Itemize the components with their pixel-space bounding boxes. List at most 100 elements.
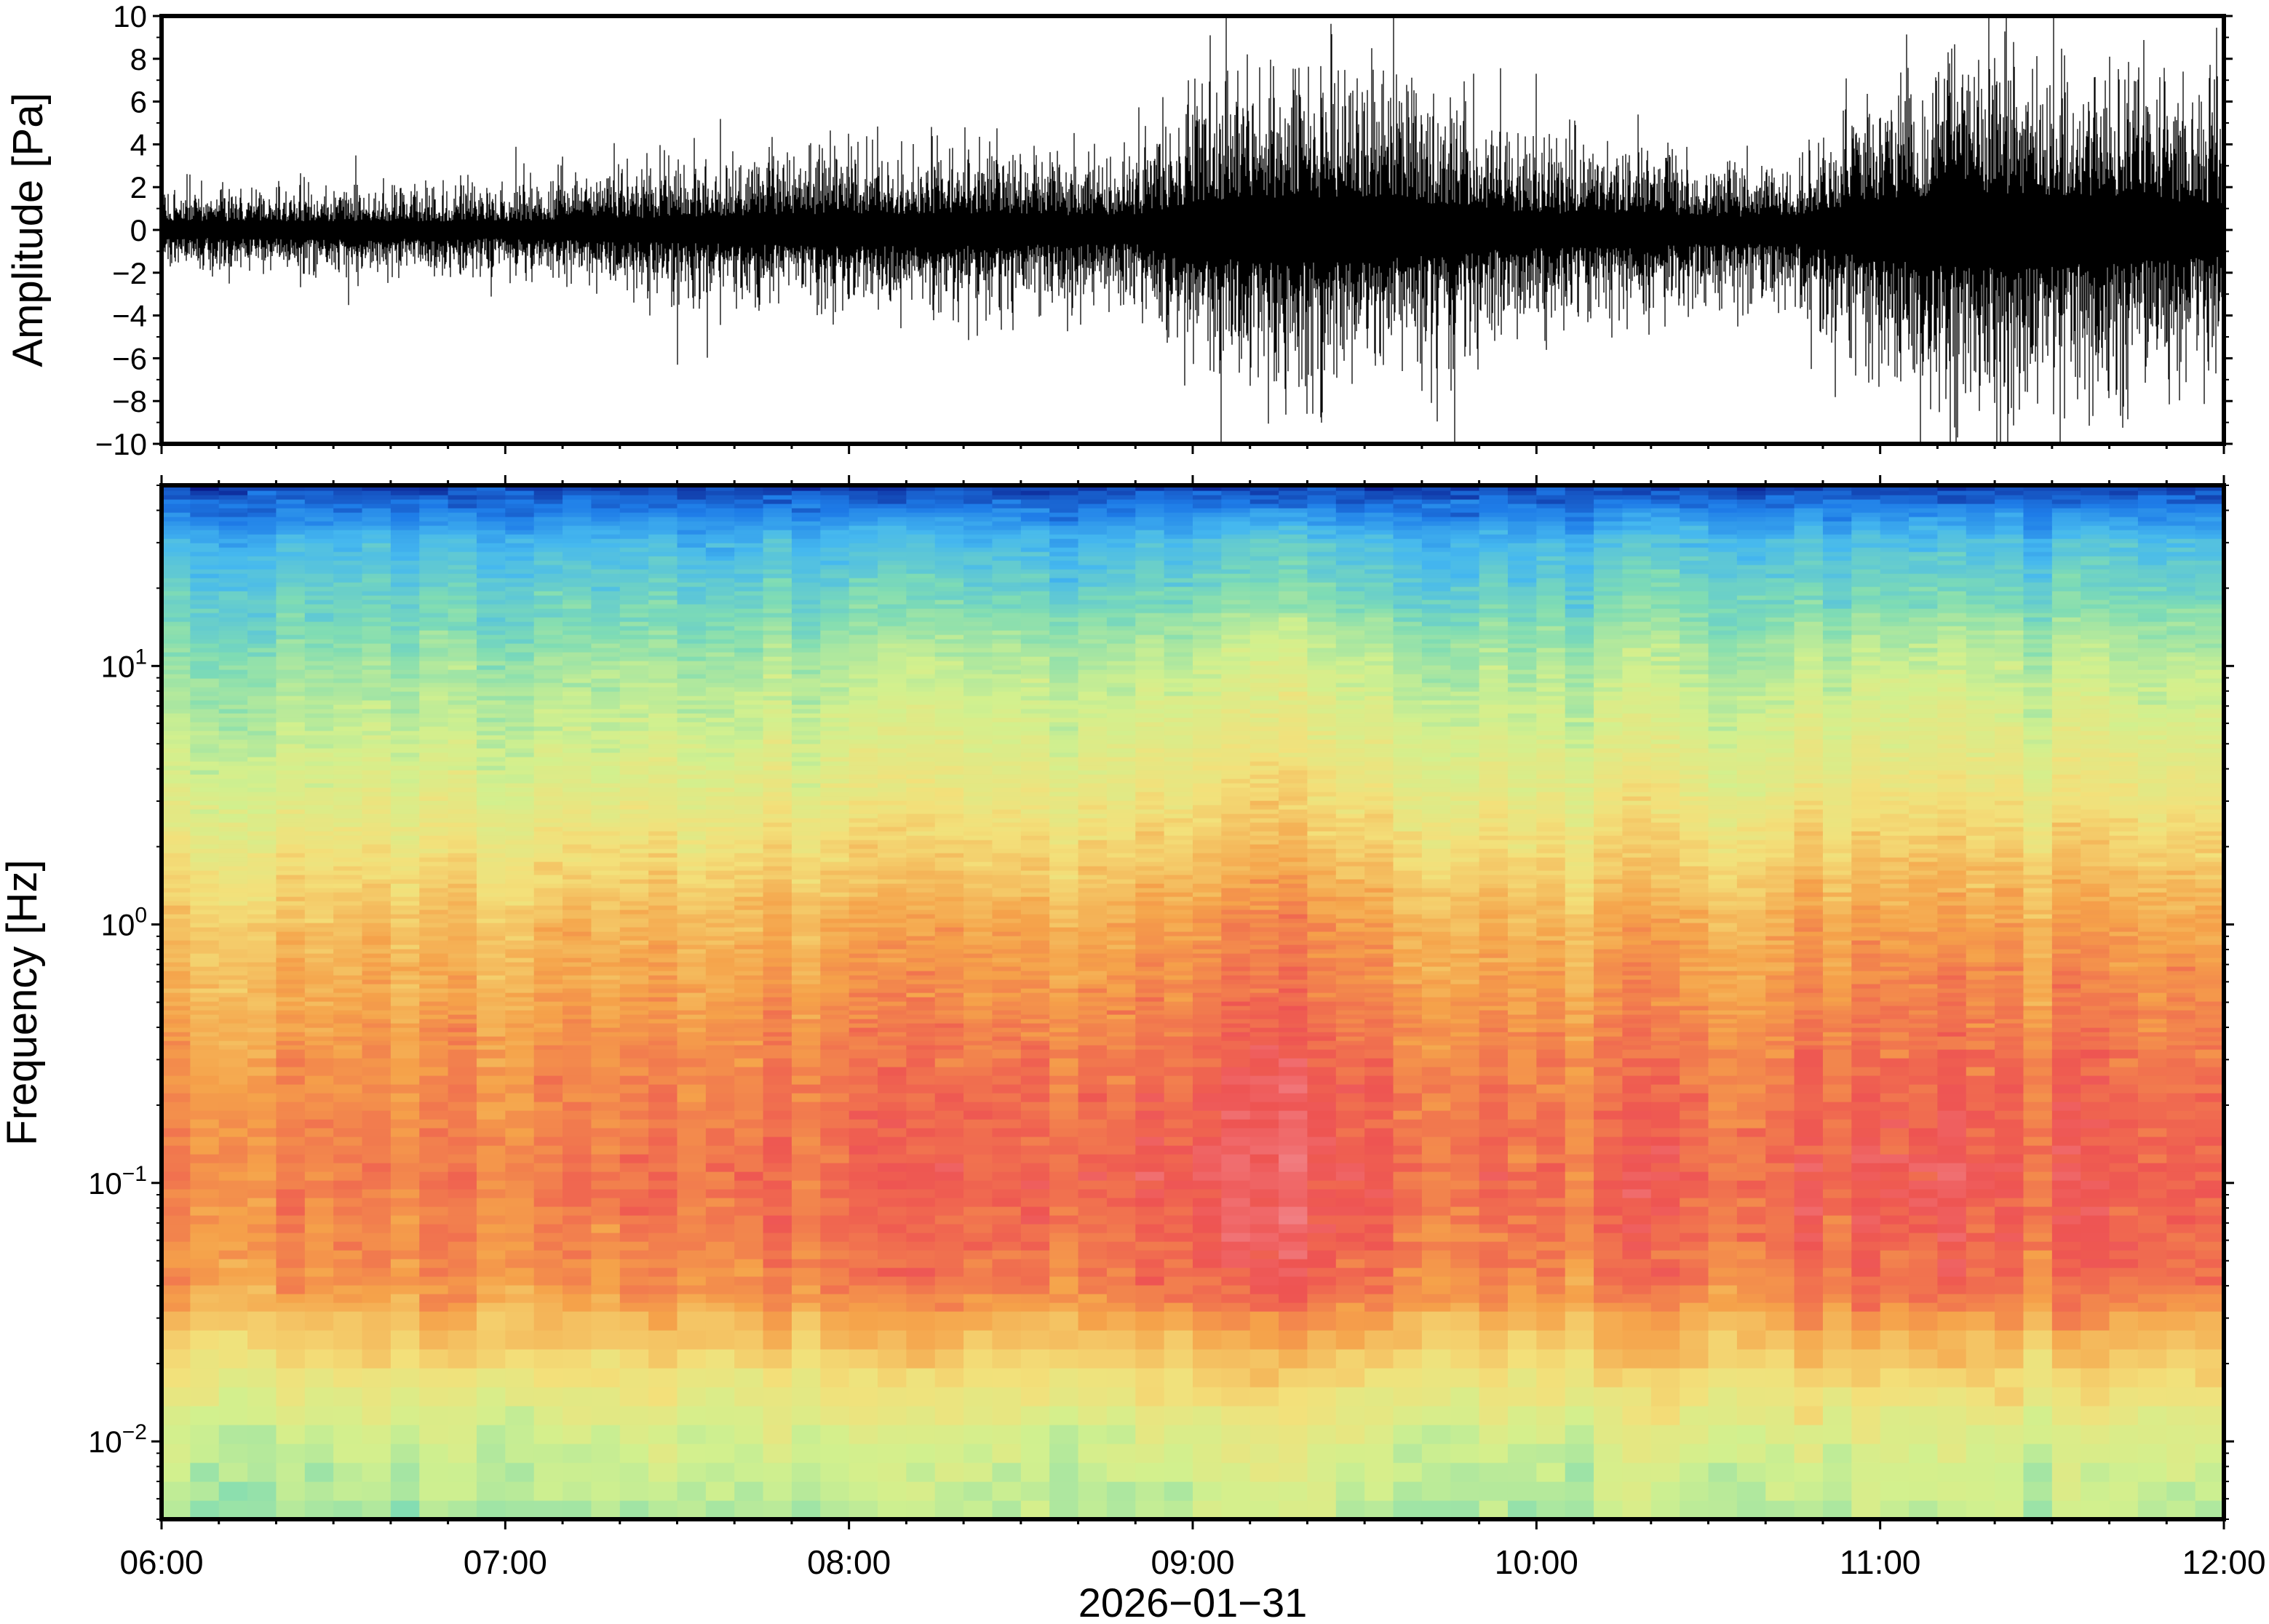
spectrogram-cell [190,578,220,583]
spectrogram-cell [448,569,477,574]
spectrogram-cell [218,988,248,993]
spectrogram-cell [162,1032,191,1037]
spectrogram-cell [849,1067,878,1076]
spectrogram-cell [390,1040,420,1046]
spectrogram-cell [906,1145,936,1155]
spectrogram-cell [763,927,792,932]
spectrogram-cell [791,543,821,548]
spectrogram-cell [304,547,334,552]
spectrogram-cell [734,1128,764,1137]
spectrogram-cell [705,530,735,535]
spectrogram-cell [619,914,649,919]
spectrogram-cell [648,1215,678,1225]
spectrogram-cell [563,604,592,609]
spectrogram-cell [849,486,878,491]
spectrogram-cell [791,1294,821,1303]
spectrogram-cell [591,665,621,670]
spectrogram-cell [448,521,477,526]
spectrogram-cell [190,844,220,849]
spectrogram-cell [218,927,248,932]
spectrogram-cell [591,499,621,504]
spectrogram-cell [677,1206,707,1216]
spectrogram-cell [563,1241,592,1251]
spectrogram-cell [934,739,964,744]
spectrogram-cell [247,958,277,963]
spectrogram-cell [791,958,821,963]
spectrogram-cell [304,1049,334,1059]
spectrogram-cell [878,809,907,814]
spectrogram-cell [390,556,420,561]
spectrogram-cell [218,936,248,941]
spectrogram-cell [820,634,850,640]
spectrogram-cell [190,787,220,792]
spectrogram-cell [648,905,678,910]
spectrogram-cell [648,1019,678,1024]
spectrogram-cell [619,674,649,679]
spectrogram-cell [505,1163,535,1172]
spectrogram-cell [705,831,735,836]
spectrogram-cell [190,857,220,862]
spectrogram-cell [878,770,907,775]
spectrogram-cell [419,1198,449,1207]
spectrogram-cell [533,678,563,683]
spectrogram-cell [419,700,449,705]
spectrogram-cell [934,779,964,784]
spectrogram-cell [162,1500,191,1520]
spectrogram-cell [763,1084,792,1094]
spectrogram-cell [677,875,707,880]
spectrogram-cell [619,792,649,797]
spectrogram-cell [533,735,563,740]
spectrogram-cell [963,1285,993,1294]
spectrogram-cell [934,621,964,626]
spectrogram-cell [333,508,363,513]
spectrogram-cell [533,552,563,557]
spectrogram-cell [333,739,363,744]
spectrogram-cell [304,744,334,749]
spectrogram-cell [247,1023,277,1028]
spectrogram-cell [162,1137,191,1146]
spectrogram-cell [390,669,420,674]
spectrogram-cell [619,1001,649,1006]
spectrogram-cell [333,613,363,618]
spectrogram-cell [648,818,678,823]
spectrogram-cell [934,1014,964,1019]
spectrogram-cell [162,971,191,976]
spectrogram-cell [247,713,277,718]
spectrogram-cell [276,1330,306,1350]
spectrogram-cell [849,779,878,784]
spectrogram-cell [247,883,277,888]
spectrogram-cell [677,822,707,827]
spectrogram-cell [505,792,535,797]
spectrogram-cell [619,547,649,552]
spectrogram-cell [162,783,191,788]
spectrogram-cell [505,1387,535,1406]
spectrogram-cell [619,1311,649,1331]
spectrogram-cell [734,1019,764,1024]
spectrogram-cell [333,1014,363,1019]
spectrogram-cell [390,1093,420,1102]
spectrogram-cell [734,517,764,522]
spectrogram-cell [533,770,563,775]
spectrogram-cell [934,805,964,810]
spectrogram-cell [533,936,563,941]
spectrogram-cell [878,792,907,797]
spectrogram-cell [333,582,363,587]
spectrogram-cell [648,1481,678,1501]
spectrogram-cell [619,722,649,727]
spectrogram-cell [791,656,821,661]
spectrogram-cell [533,827,563,832]
spectrogram-cell [677,547,707,552]
spectrogram-cell [276,1285,306,1294]
spectrogram-cell [390,914,420,919]
spectrogram-cell [619,713,649,718]
spectrogram-cell [276,1241,306,1251]
spectrogram-cell [763,1049,792,1059]
spectrogram-cell [333,765,363,771]
spectrogram-cell [533,1206,563,1216]
spectrogram-cell [591,1119,621,1129]
spectrogram-cell [362,1311,392,1331]
spectrogram-cell [705,1045,735,1050]
spectrogram-cell [734,861,764,867]
spectrogram-cell [218,931,248,936]
spectrogram-cell [247,1444,277,1463]
